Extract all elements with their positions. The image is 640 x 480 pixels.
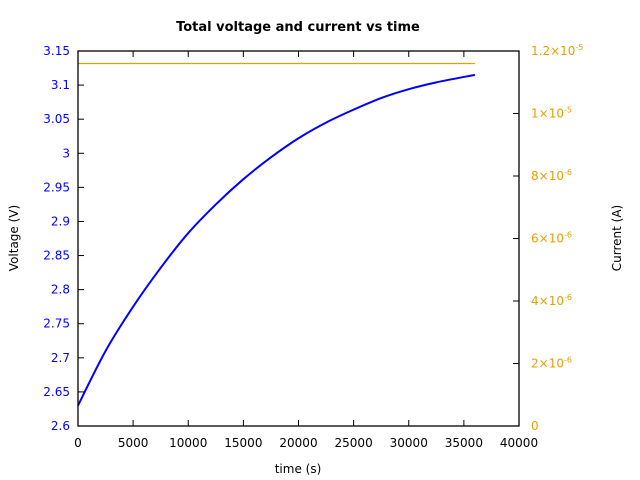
- x-tick-label: 30000: [390, 436, 428, 450]
- y-left-tick-label: 2.85: [43, 249, 70, 263]
- y-right-tick-label: 2×10-6: [531, 356, 572, 371]
- x-tick-label: 5000: [118, 436, 149, 450]
- y-left-tick-label: 2.6: [51, 419, 70, 433]
- y-right-tick-label: 1×10-5: [531, 106, 572, 121]
- y-right-tick-label: 8×10-6: [531, 168, 572, 183]
- x-tick-label: 0: [74, 436, 82, 450]
- x-tick-label: 10000: [169, 436, 207, 450]
- x-tick-label: 35000: [445, 436, 483, 450]
- y-left-tick-label: 2.7: [51, 351, 70, 365]
- y-left-tick-label: 2.8: [51, 283, 70, 297]
- y-right-tick-label: 4×10-6: [531, 293, 572, 308]
- y-right-tick-label: 1.2×10-5: [531, 43, 583, 58]
- y-left-tick-label: 2.65: [43, 385, 70, 399]
- y-left-tick-label: 3.05: [43, 112, 70, 126]
- y-left-tick-label: 3.15: [43, 44, 70, 58]
- y-left-tick-label: 2.95: [43, 180, 70, 194]
- plot-frame: [77, 50, 520, 427]
- y-axis-left-ticks: 2.6 2.65 2.7 2.75 2.8 2.85 2.9 2.95 3 3.05 3.1 3.15: [43, 44, 84, 433]
- y-right-tick-label: 0: [531, 419, 539, 433]
- voltage-line: [77, 73, 476, 406]
- x-axis-ticks: 0 5000 10000 15000 20000 25000 30000 35000 40000: [74, 51, 538, 450]
- y-axis-right-ticks: 0 2×10-6 4×10-6 6×10-6 8×10-6 1×10-5 1.2×10-5: [513, 43, 583, 433]
- y-left-tick-label: 2.75: [43, 317, 70, 331]
- x-tick-label: 40000: [500, 436, 538, 450]
- y-axis-right-label: Current (A): [610, 205, 624, 271]
- y-left-tick-label: 3: [62, 146, 70, 160]
- y-left-tick-label: 3.1: [51, 78, 70, 92]
- chart-title: Total voltage and current vs time: [176, 20, 420, 35]
- y-right-tick-label: 6×10-6: [531, 231, 572, 246]
- y-left-tick-label: 2.9: [51, 214, 70, 228]
- x-tick-label: 20000: [279, 436, 317, 450]
- x-tick-label: 25000: [335, 436, 373, 450]
- x-axis-label: time (s): [275, 462, 322, 476]
- plot-area: [77, 50, 520, 427]
- y-axis-left-label: Voltage (V): [7, 205, 21, 271]
- x-tick-label: 15000: [224, 436, 262, 450]
